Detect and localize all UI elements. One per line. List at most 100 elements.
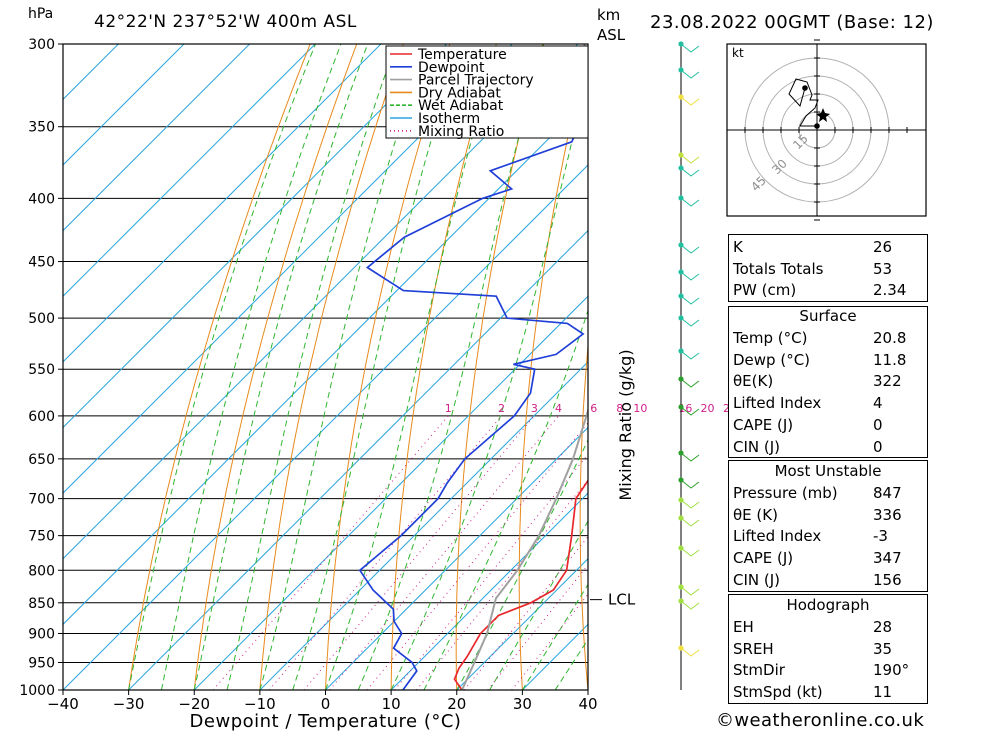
table-row-label: StmDir <box>733 661 785 680</box>
y-tick-label: 900 <box>28 626 55 642</box>
wind-barb <box>680 517 700 527</box>
legend-label: Parcel Trajectory <box>418 73 534 89</box>
mixing-ratio-line <box>329 415 559 690</box>
isotherm-line <box>456 558 588 690</box>
y-tick-label: 300 <box>28 37 55 53</box>
wet-adiabat-line <box>325 44 500 690</box>
table-title: Most Unstable <box>774 462 882 480</box>
dry-adiabat-line <box>128 44 311 690</box>
table-row-label: EH <box>733 618 754 636</box>
wind-barb <box>680 378 700 388</box>
x-tick-label: 40 <box>578 695 597 713</box>
table-row-label: Lifted Index <box>733 527 822 546</box>
isotherm-line <box>63 44 119 101</box>
isotherm-line <box>63 44 250 232</box>
table-row-label: Lifted Index <box>733 394 822 413</box>
y-tick-label: 350 <box>28 120 55 136</box>
y-tick-label: 950 <box>28 655 55 671</box>
table-row-label: Pressure (mb) <box>733 484 838 502</box>
y-tick-label: 850 <box>28 596 55 612</box>
table-row-value: 336 <box>873 505 902 524</box>
plot-axes: 1234681016202530035040045050055060065070… <box>19 37 737 732</box>
dry-adiabat-line <box>579 341 588 690</box>
mixing-ratio-label: 4 <box>555 402 562 415</box>
wet-adiabat-line <box>423 308 588 690</box>
wind-barb <box>680 406 700 416</box>
isotherm-line <box>390 492 588 690</box>
series-line-parcel-trajectory <box>461 44 588 690</box>
wet-adiabat-line <box>193 44 369 690</box>
table-title: Hodograph <box>786 596 870 614</box>
wind-barb <box>680 479 700 489</box>
isotherm-line <box>63 44 316 297</box>
dry-adiabat-line <box>259 44 404 690</box>
dry-adiabat-line <box>696 44 729 690</box>
mixing-ratio-label: 1 <box>445 402 452 415</box>
table-row-value: 11.8 <box>873 350 907 369</box>
y-tick-label: 700 <box>28 492 55 508</box>
wind-barb <box>680 154 700 164</box>
wind-barb <box>680 43 700 53</box>
y-tick-label: 450 <box>28 255 55 271</box>
legend-label: Wet Adiabat <box>418 98 504 114</box>
table-row-label: CAPE (J) <box>733 549 794 568</box>
table-row-label: CAPE (J) <box>733 415 794 434</box>
wind-barb <box>680 452 700 462</box>
wet-adiabat-line <box>357 44 544 690</box>
wind-barb <box>680 499 700 509</box>
wind-barb <box>680 197 700 207</box>
mixing-ratio-line <box>212 415 449 690</box>
mixing-ratio-label: 3 <box>531 402 538 415</box>
wet-adiabat-line <box>259 44 428 690</box>
table-row-value: -3 <box>873 527 888 546</box>
y-tick-label: 650 <box>28 452 55 468</box>
plot-border <box>62 43 589 691</box>
y-tick-label: 400 <box>28 191 55 207</box>
isotherm-line <box>63 44 513 494</box>
x-tick-label: 30 <box>513 695 532 713</box>
isotherm-line <box>193 295 588 690</box>
hodograph-top-dot <box>802 85 808 91</box>
height-unit-km: km <box>597 6 621 24</box>
mixing-ratio-line <box>394 453 588 690</box>
hodograph-unit: kt <box>732 46 744 60</box>
table-row-value: 53 <box>873 259 893 278</box>
legend-label: Dry Adiabat <box>418 85 501 101</box>
dry-adiabat-line <box>518 47 588 690</box>
dry-adiabat-line <box>193 44 358 690</box>
mixing-ratio-line <box>487 564 588 690</box>
table-row-label: CIN (J) <box>733 437 781 456</box>
mixing-ratio-line <box>303 415 535 690</box>
x-tick-label: −10 <box>244 695 276 713</box>
wind-profile <box>678 41 700 690</box>
location-label: 42°22'N 237°52'W 400m ASL <box>94 12 357 32</box>
mixing-ratio-axis-label: Mixing Ratio (g/kg) <box>616 349 635 500</box>
wind-barb <box>680 96 700 106</box>
wind-barb <box>680 167 700 177</box>
plot-frame <box>62 43 589 691</box>
lcl-label: LCL <box>608 591 636 609</box>
mixing-ratio-label: 8 <box>616 402 623 415</box>
x-tick-label: −30 <box>113 695 145 713</box>
series-line-dewpoint <box>358 102 588 690</box>
table-row-value: 20.8 <box>873 329 907 347</box>
wind-barb <box>680 69 700 79</box>
wind-barb <box>680 647 700 657</box>
wind-barb <box>680 244 700 254</box>
table-row-value: 190° <box>873 661 910 680</box>
table-row-label: K <box>733 238 743 256</box>
mixing-ratio-label: 10 <box>633 402 647 415</box>
series-line-temperature <box>453 479 588 690</box>
table-row-value: 0 <box>873 415 883 434</box>
table-row-value: 2.34 <box>873 281 907 300</box>
table-row-label: Temp (°C) <box>733 329 808 347</box>
wind-barb <box>680 271 700 281</box>
table-row-label: Dewp (°C) <box>733 350 811 369</box>
mixing-ratio-line <box>463 535 588 690</box>
x-tick-label: 20 <box>447 695 466 713</box>
table-row-value: 847 <box>873 484 902 502</box>
wet-adiabat-line <box>226 44 397 690</box>
y-tick-label: 600 <box>28 409 55 425</box>
